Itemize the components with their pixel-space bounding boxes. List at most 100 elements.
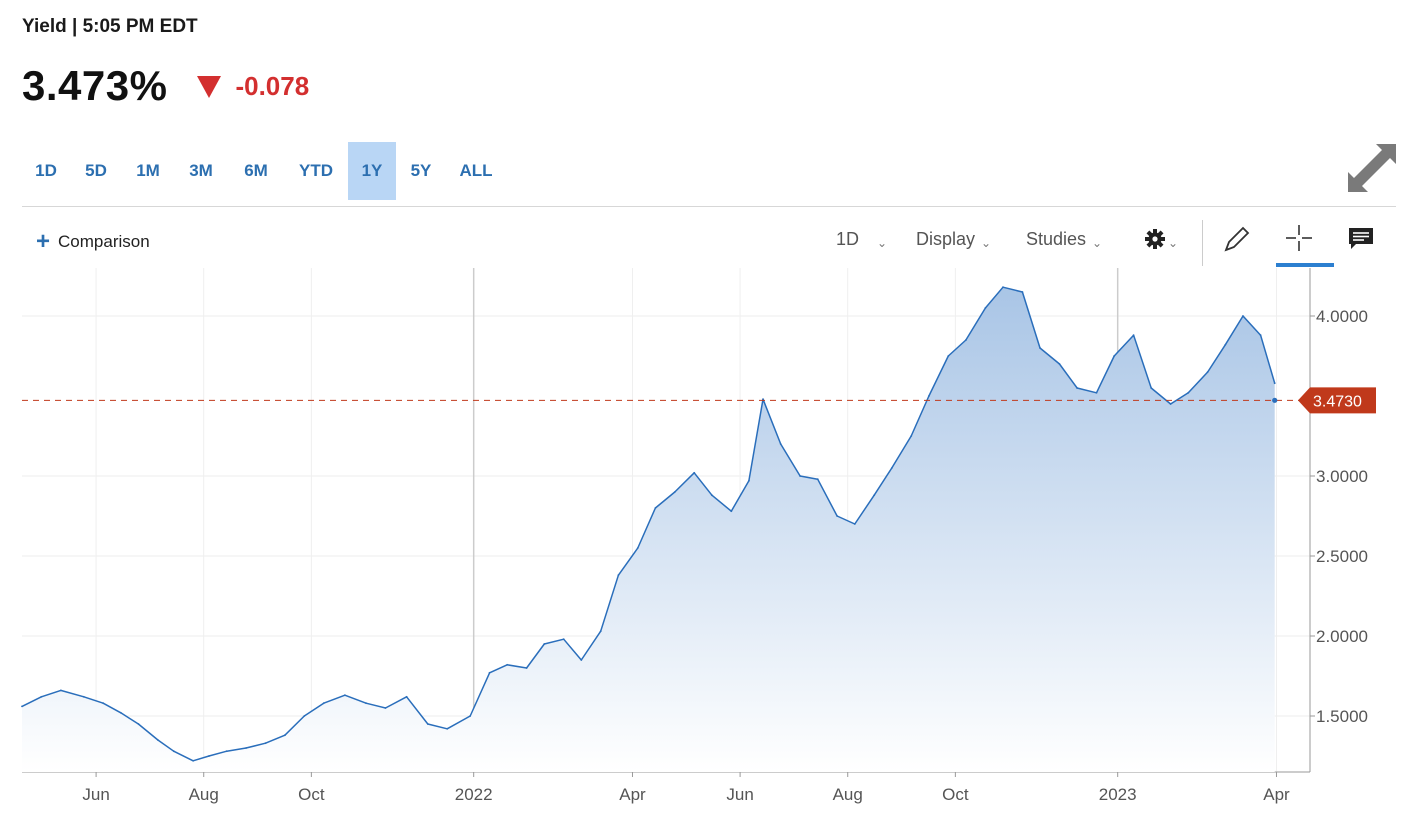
data-point bbox=[1242, 315, 1244, 317]
range-button-6m[interactable]: 6M bbox=[244, 161, 268, 180]
x-tick-label: Apr bbox=[1263, 785, 1290, 804]
data-point bbox=[469, 715, 472, 717]
header-label: Yield | 5:05 PM EDT bbox=[22, 16, 198, 37]
crosshair-icon[interactable] bbox=[1285, 224, 1313, 252]
range-button-ytd[interactable]: YTD bbox=[299, 161, 333, 180]
quote-row: 3.473% -0.078 bbox=[22, 62, 309, 110]
range-button-3m[interactable]: 3M bbox=[189, 161, 213, 180]
y-tick-label: 3.0000 bbox=[1316, 467, 1368, 486]
data-point bbox=[1076, 387, 1079, 389]
x-tick-label: Jun bbox=[82, 785, 109, 804]
range-button-5y[interactable]: 5Y bbox=[410, 161, 432, 180]
data-point bbox=[40, 695, 43, 698]
data-point bbox=[1259, 334, 1262, 337]
data-point bbox=[225, 750, 228, 753]
comparison-label: Comparison bbox=[58, 232, 150, 251]
range-button-1m[interactable]: 1M bbox=[136, 161, 160, 180]
x-tick-label: Aug bbox=[189, 785, 219, 804]
data-point bbox=[636, 547, 639, 549]
interval-dropdown[interactable]: 1D ⌄ bbox=[836, 228, 888, 251]
data-point bbox=[1095, 391, 1098, 394]
data-point bbox=[1058, 363, 1061, 365]
data-point bbox=[1132, 334, 1135, 337]
data-point bbox=[543, 643, 546, 645]
data-point bbox=[343, 694, 346, 697]
data-point bbox=[873, 494, 876, 497]
data-point bbox=[673, 491, 676, 493]
data-point bbox=[599, 630, 602, 633]
change-value: -0.078 bbox=[235, 70, 310, 101]
data-point bbox=[303, 715, 306, 717]
data-point bbox=[365, 702, 367, 705]
data-point bbox=[384, 707, 387, 709]
y-tick-label: 1.5000 bbox=[1316, 707, 1368, 726]
range-button-1y[interactable]: 1Y bbox=[348, 142, 396, 200]
data-point bbox=[965, 339, 967, 341]
data-point bbox=[927, 395, 930, 397]
data-point bbox=[192, 759, 195, 762]
yield-value: 3.473% bbox=[22, 62, 168, 109]
data-point bbox=[947, 355, 950, 357]
expand-icon[interactable] bbox=[1344, 142, 1400, 192]
settings-dropdown[interactable]: ⌄ bbox=[1144, 228, 1178, 250]
data-point bbox=[488, 671, 491, 674]
active-tool-indicator bbox=[1276, 263, 1334, 267]
data-point bbox=[748, 479, 750, 482]
data-point bbox=[446, 727, 449, 730]
toolbar-divider bbox=[22, 206, 1396, 207]
x-tick-label: Aug bbox=[833, 785, 863, 804]
data-point bbox=[890, 467, 893, 469]
data-point bbox=[762, 398, 764, 401]
data-point bbox=[245, 747, 247, 749]
data-point bbox=[119, 711, 122, 714]
data-point bbox=[156, 739, 159, 741]
data-point bbox=[264, 742, 267, 745]
chevron-down-icon: ⌄ bbox=[877, 236, 888, 250]
x-tick-label: Oct bbox=[942, 785, 969, 804]
x-tick-label: Apr bbox=[619, 785, 646, 804]
x-tick-label: Jun bbox=[726, 785, 753, 804]
series-line bbox=[21, 286, 1276, 762]
data-point bbox=[984, 307, 987, 309]
data-point bbox=[836, 515, 839, 517]
data-point bbox=[910, 435, 913, 437]
data-point bbox=[21, 705, 23, 708]
comment-icon[interactable] bbox=[1348, 227, 1374, 251]
data-point bbox=[405, 695, 408, 698]
data-point bbox=[617, 574, 620, 577]
data-point bbox=[172, 750, 175, 753]
range-button-all[interactable]: ALL bbox=[459, 161, 493, 180]
studies-label: Studies bbox=[1026, 228, 1087, 249]
data-point bbox=[82, 695, 85, 698]
data-point bbox=[102, 702, 105, 705]
display-label: Display bbox=[916, 228, 976, 249]
data-point bbox=[816, 478, 819, 481]
comparison-button[interactable]: + Comparison bbox=[36, 228, 150, 255]
plus-icon: + bbox=[36, 228, 51, 255]
range-selector: 1D 5D 1M 3M 6M YTD 1Y 5Y ALL bbox=[22, 142, 506, 200]
data-point bbox=[525, 667, 528, 669]
data-point bbox=[1169, 403, 1172, 405]
data-point bbox=[1002, 286, 1004, 289]
toolbar-separator bbox=[1202, 220, 1203, 266]
display-dropdown[interactable]: Display ⌄ bbox=[916, 228, 992, 251]
down-triangle-icon bbox=[197, 76, 222, 98]
data-point bbox=[1021, 291, 1024, 293]
studies-dropdown[interactable]: Studies ⌄ bbox=[1026, 228, 1102, 251]
range-button-5d[interactable]: 5D bbox=[85, 161, 107, 180]
range-button-1d[interactable]: 1D bbox=[35, 161, 57, 180]
data-point bbox=[426, 723, 429, 725]
series-area bbox=[22, 287, 1275, 772]
pencil-icon[interactable] bbox=[1222, 224, 1252, 254]
y-tick-label: 2.0000 bbox=[1316, 627, 1368, 646]
data-point bbox=[562, 638, 565, 641]
y-tick-label: 2.5000 bbox=[1316, 547, 1368, 566]
last-value-label: 3.4730 bbox=[1313, 393, 1362, 410]
chevron-down-icon: ⌄ bbox=[981, 236, 992, 250]
x-tick-label: 2022 bbox=[455, 785, 493, 804]
yield-chart[interactable]: 4.0000 3.0000 2.5000 2.0000 1.5000 Jun Aug Oct 2… bbox=[0, 268, 1406, 827]
data-point bbox=[654, 507, 657, 509]
data-point bbox=[693, 471, 696, 474]
x-tick-label: 2023 bbox=[1099, 785, 1137, 804]
chevron-down-icon: ⌄ bbox=[1168, 236, 1179, 250]
